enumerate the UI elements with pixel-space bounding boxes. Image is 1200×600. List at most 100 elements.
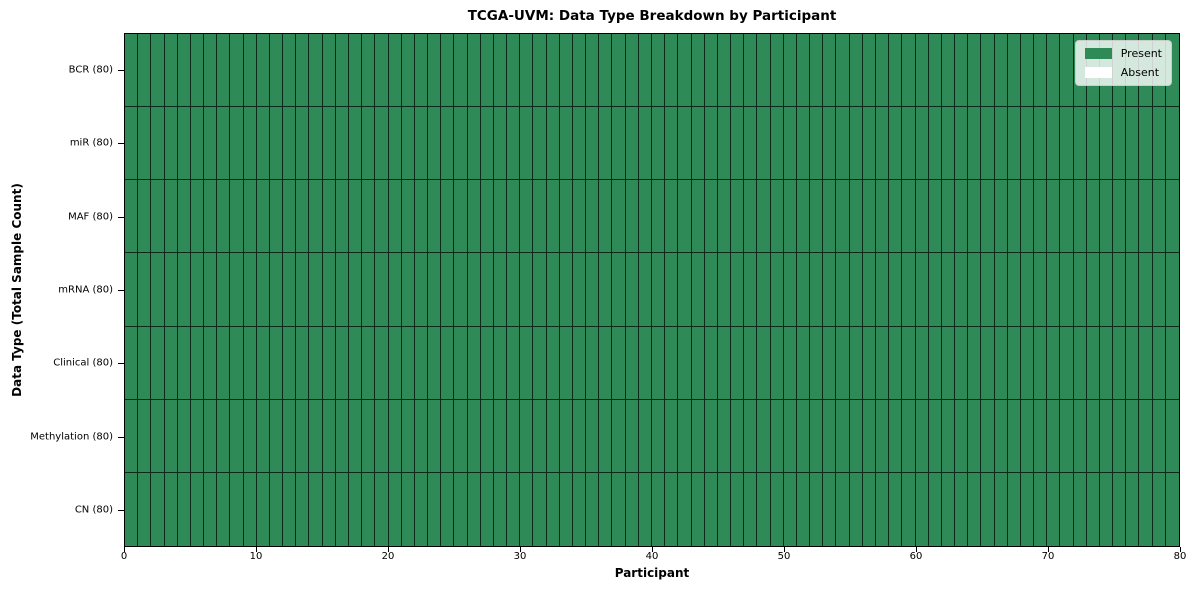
heatmap-cell [757, 472, 771, 546]
heatmap-cell [362, 34, 376, 108]
heatmap-cell [243, 180, 257, 254]
heatmap-cell [731, 180, 745, 254]
heatmap-cell [836, 253, 850, 327]
heatmap-cell [572, 253, 587, 327]
heatmap-cell [1126, 180, 1140, 254]
heatmap-cell [915, 180, 929, 254]
heatmap-cell [744, 253, 758, 327]
heatmap-cell [704, 180, 718, 254]
heatmap-cell [586, 253, 600, 327]
heatmap-cell [691, 326, 705, 400]
heatmap-cell [915, 253, 929, 327]
heatmap-cell [1165, 253, 1179, 327]
heatmap-cell [507, 34, 521, 108]
heatmap-cell [546, 107, 560, 181]
heatmap-cell [915, 326, 929, 400]
x-tick-mark [652, 547, 653, 552]
heatmap-cell [164, 34, 178, 108]
heatmap-cell [1086, 472, 1100, 546]
heatmap-cell [230, 253, 244, 327]
heatmap-cell [230, 326, 244, 400]
heatmap-cell [467, 34, 481, 108]
heatmap-cell [717, 326, 732, 400]
heatmap-cell [335, 34, 349, 108]
heatmap-cell [823, 107, 837, 181]
heatmap-cell [994, 180, 1008, 254]
heatmap-cell [691, 107, 705, 181]
heatmap-cell [190, 472, 205, 546]
heatmap-cell [348, 180, 363, 254]
heatmap-cell [1073, 253, 1087, 327]
heatmap-cell [862, 253, 876, 327]
heatmap-cell [704, 34, 718, 108]
heatmap-cell [981, 472, 995, 546]
heatmap-cell [770, 180, 784, 254]
heatmap-cell [428, 253, 442, 327]
heatmap-cell [414, 34, 429, 108]
heatmap-cell [770, 253, 784, 327]
heatmap-cell [1165, 399, 1179, 473]
heatmap-cell [1113, 399, 1127, 473]
heatmap-cell [1060, 472, 1074, 546]
heatmap-cell [520, 180, 534, 254]
heatmap-cell [1139, 326, 1153, 400]
heatmap-cell [151, 253, 165, 327]
heatmap-cell [204, 180, 218, 254]
heatmap-cell [204, 34, 218, 108]
y-tick-mark [118, 436, 124, 438]
heatmap-cell [362, 253, 376, 327]
heatmap-cell [955, 253, 969, 327]
heatmap-cell [388, 180, 402, 254]
heatmap-cell [810, 399, 824, 473]
heatmap-cell [1152, 107, 1166, 181]
heatmap-grid [125, 34, 1179, 546]
heatmap-cell [507, 472, 521, 546]
heatmap-cell [190, 34, 205, 108]
heatmap-cell [428, 472, 442, 546]
heatmap-cell [533, 326, 547, 400]
heatmap-cell [362, 326, 376, 400]
heatmap-cell [862, 107, 876, 181]
heatmap-cell [849, 107, 863, 181]
heatmap-cell [401, 34, 415, 108]
heatmap-cell [269, 253, 284, 327]
heatmap-cell [454, 399, 468, 473]
heatmap-cell [1086, 180, 1100, 254]
heatmap-cell [599, 34, 613, 108]
heatmap-cell [177, 107, 191, 181]
heatmap-cell [678, 326, 692, 400]
heatmap-cell [796, 326, 811, 400]
heatmap-cell [559, 253, 573, 327]
heatmap-cell [177, 34, 191, 108]
heatmap-cell [810, 326, 824, 400]
x-tick-mark [124, 547, 125, 552]
heatmap-cell [296, 399, 310, 473]
heatmap-cell [243, 399, 257, 473]
heatmap-cell [955, 472, 969, 546]
y-tick-label: mRNA (80) [58, 284, 113, 296]
heatmap-cell [401, 326, 415, 400]
heatmap-cell [955, 399, 969, 473]
heatmap-cell [836, 399, 850, 473]
heatmap-cell [559, 180, 573, 254]
heatmap-cell [796, 472, 811, 546]
heatmap-cell [164, 472, 178, 546]
heatmap-cell [783, 107, 797, 181]
heatmap-cell [1034, 180, 1048, 254]
x-tick-label: 0 [120, 551, 128, 562]
heatmap-cell [1060, 399, 1074, 473]
heatmap-cell [322, 34, 336, 108]
heatmap-cell [810, 34, 824, 108]
heatmap-cell [757, 399, 771, 473]
heatmap-cell [296, 253, 310, 327]
heatmap-cell [283, 253, 297, 327]
heatmap-cell [586, 472, 600, 546]
heatmap-cell [1086, 107, 1100, 181]
heatmap-cell [612, 180, 626, 254]
heatmap-cell [204, 326, 218, 400]
y-tick-mark [118, 216, 124, 218]
heatmap-cell [138, 107, 152, 181]
heatmap-cell [717, 472, 732, 546]
heatmap-cell [283, 107, 297, 181]
heatmap-cell [441, 399, 455, 473]
